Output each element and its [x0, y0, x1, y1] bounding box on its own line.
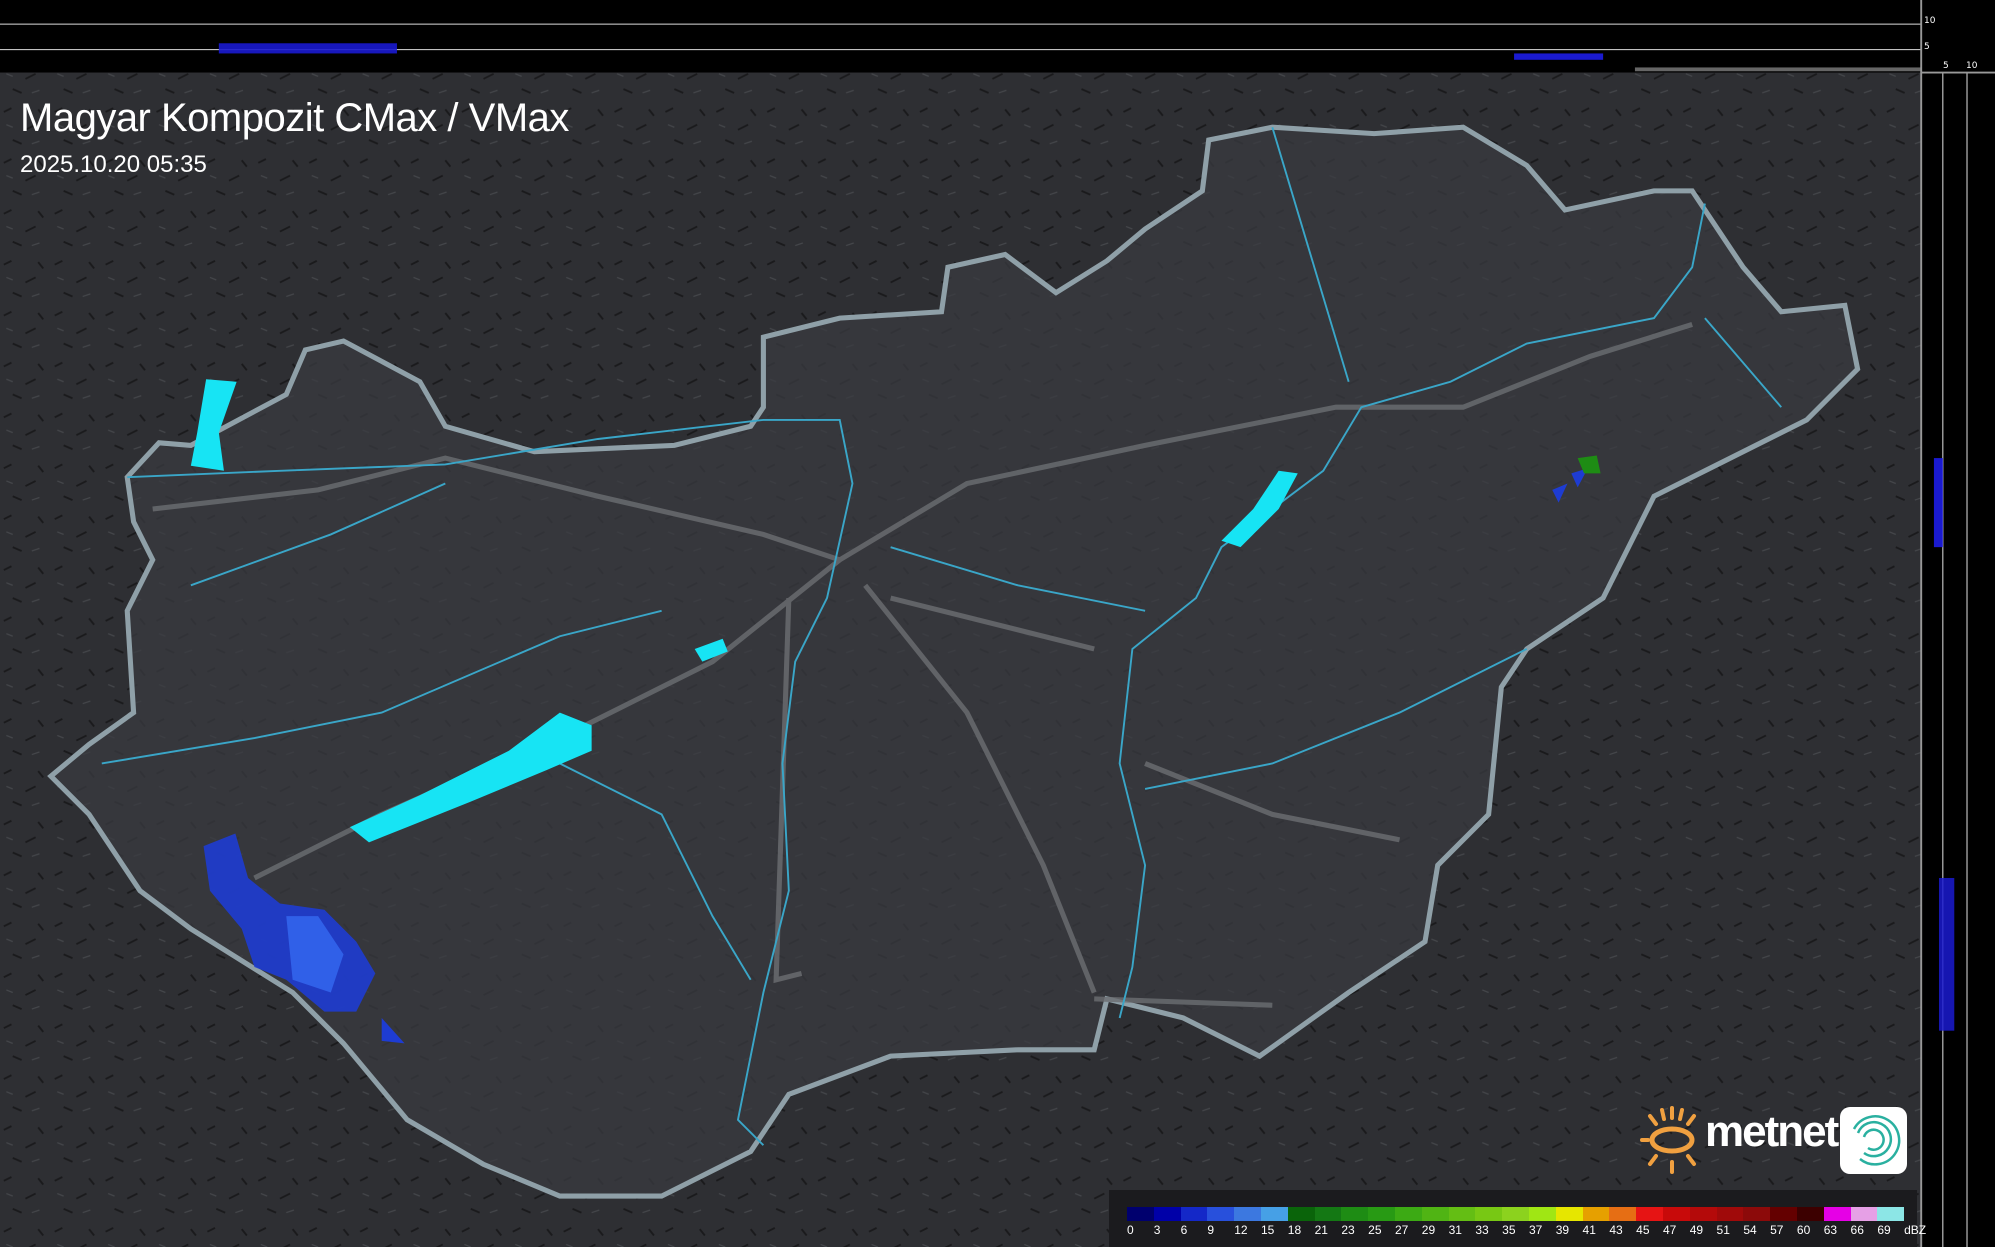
legend-label: 45 — [1636, 1223, 1650, 1237]
metnet-wordmark: metnet — [1705, 1107, 1839, 1156]
right-axis-tick: 5 — [1943, 61, 1949, 71]
legend-label: 12 — [1234, 1223, 1248, 1237]
legend-swatch — [1743, 1207, 1771, 1221]
legend-labels: 0 3 6 9 12 15 18 21 23 25 27 29 31 33 35 37 39 41 43 45 47 49… — [1127, 1223, 1931, 1237]
legend-label: 27 — [1394, 1223, 1409, 1237]
legend-swatch — [1502, 1207, 1529, 1221]
legend-label: 51 — [1716, 1223, 1730, 1237]
lake-balaton — [349, 712, 592, 843]
legend-color-bar — [1127, 1207, 1905, 1221]
legend-label: 41 — [1582, 1223, 1596, 1237]
lake-velence — [694, 638, 728, 662]
legend-label: 25 — [1368, 1223, 1382, 1237]
top-axis-tick: 5 — [1924, 42, 1930, 52]
legend-swatch — [1341, 1207, 1369, 1221]
legend-swatch — [1260, 1207, 1288, 1221]
legend-label: 63 — [1823, 1223, 1838, 1237]
metnet-app-logo — [1840, 1107, 1907, 1174]
map-title: Magyar Kompozit CMax / VMax — [20, 96, 569, 140]
legend-swatch — [1475, 1207, 1503, 1221]
legend-swatch — [1421, 1207, 1449, 1221]
legend-swatch — [1716, 1207, 1744, 1221]
metnet-sun-logo — [1640, 1106, 1696, 1174]
legend-label: 29 — [1421, 1223, 1436, 1237]
legend-label: 21 — [1314, 1223, 1328, 1237]
legend-swatch — [1770, 1207, 1797, 1221]
dbz-color-legend: 0 3 6 9 12 15 18 21 23 25 27 29 31 33 35 37 39 41 43 45 47 49… — [1109, 1190, 1926, 1247]
legend-swatch — [1850, 1207, 1878, 1221]
legend-swatch — [1796, 1207, 1824, 1221]
legend-swatch — [1689, 1207, 1717, 1221]
legend-swatch — [1555, 1207, 1583, 1221]
legend-swatch — [1314, 1207, 1342, 1221]
legend-swatch — [1394, 1207, 1422, 1221]
legend-swatch — [1207, 1207, 1235, 1221]
legend-label: 6 — [1180, 1223, 1188, 1237]
legend-swatch — [1823, 1207, 1851, 1221]
legend-label: 23 — [1341, 1223, 1355, 1237]
legend-label: 49 — [1689, 1223, 1704, 1237]
radar-echoes — [203, 455, 1601, 1044]
legend-label: 43 — [1609, 1223, 1623, 1237]
lake-tisza — [1221, 470, 1298, 548]
legend-swatch — [1368, 1207, 1395, 1221]
legend-label: 57 — [1770, 1223, 1784, 1237]
legend-swatch — [1448, 1207, 1476, 1221]
legend-label: 9 — [1207, 1223, 1215, 1237]
map-timestamp: 2025.10.20 05:35 — [20, 151, 207, 178]
legend-label: 60 — [1796, 1223, 1811, 1237]
legend-label: 47 — [1662, 1223, 1677, 1237]
legend-label: 3 — [1153, 1223, 1161, 1237]
legend-label: 35 — [1502, 1223, 1516, 1237]
legend-unit: dBZ — [1904, 1223, 1927, 1237]
rivers — [101, 126, 1782, 1146]
legend-swatch — [1528, 1207, 1556, 1221]
right-axis-tick: 10 — [1966, 61, 1978, 71]
legend-label: 0 — [1127, 1223, 1134, 1237]
lake-ferto — [190, 379, 237, 471]
legend-swatch — [1153, 1207, 1181, 1221]
legend-label: 15 — [1260, 1223, 1275, 1237]
top-profile-strip — [0, 0, 1995, 73]
right-profile-strip — [1921, 72, 1995, 1247]
legend-swatch — [1582, 1207, 1610, 1221]
legend-label: 39 — [1555, 1223, 1570, 1237]
legend-swatch — [1609, 1207, 1637, 1221]
legend-swatch — [1127, 1207, 1154, 1221]
legend-label: 69 — [1877, 1223, 1891, 1237]
legend-swatch — [1234, 1207, 1261, 1221]
legend-swatch — [1636, 1207, 1663, 1221]
legend-swatch — [1287, 1207, 1315, 1221]
legend-swatch — [1662, 1207, 1690, 1221]
legend-label: 33 — [1475, 1223, 1489, 1237]
legend-label: 31 — [1448, 1223, 1462, 1237]
legend-swatch — [1180, 1207, 1208, 1221]
legend-label: 18 — [1287, 1223, 1302, 1237]
legend-swatch — [1877, 1207, 1905, 1221]
legend-label: 66 — [1850, 1223, 1864, 1237]
top-axis-tick: 10 — [1924, 16, 1936, 26]
lakes — [190, 379, 1298, 843]
legend-label: 37 — [1528, 1223, 1543, 1237]
legend-label: 54 — [1743, 1223, 1757, 1237]
